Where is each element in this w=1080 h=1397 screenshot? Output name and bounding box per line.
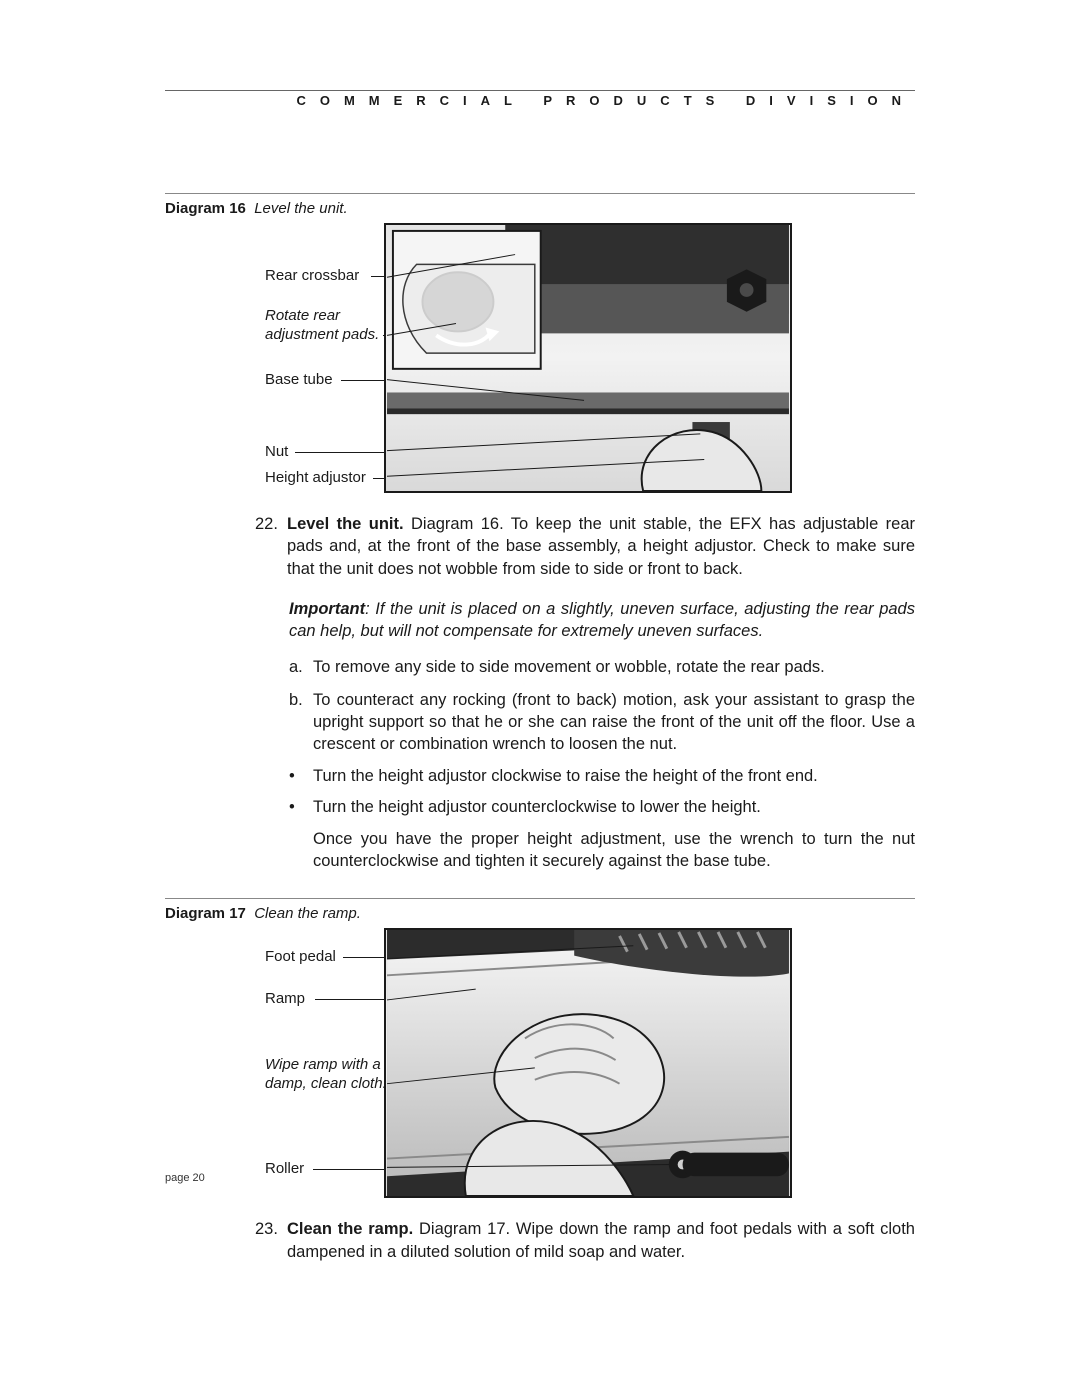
step22-sub-a-text: To remove any side to side movement or w… <box>313 656 825 678</box>
bullet-dot-1: • <box>289 765 313 787</box>
step23-para: 23. Clean the ramp. Diagram 17. Wipe dow… <box>255 1218 915 1263</box>
step22-sub-b: b. To counteract any rocking (front to b… <box>289 689 915 756</box>
diagram17-caption: Diagram 17 Clean the ramp. <box>165 905 915 922</box>
step22-text: Level the unit. Diagram 16. To keep the … <box>287 513 915 580</box>
d16-label-height-adjustor: Height adjustor <box>265 469 366 488</box>
bullet-dot-2: • <box>289 796 313 818</box>
diagram16-caption: Diagram 16 Level the unit. <box>165 200 915 217</box>
d16-label-rear-crossbar: Rear crossbar <box>265 267 359 286</box>
step22-bullet-2: • Turn the height adjustor counterclockw… <box>289 796 915 818</box>
step22-sub-a: a. To remove any side to side movement o… <box>289 656 915 678</box>
step23-text: Clean the ramp. Diagram 17. Wipe down th… <box>287 1218 915 1263</box>
diagram17-svg <box>386 930 790 1196</box>
diagram17-block: Foot pedal Ramp Wipe ramp with a damp, c… <box>165 928 915 1208</box>
diagram16-svg <box>386 225 790 491</box>
step22-bullet-1-text: Turn the height adjustor clockwise to ra… <box>313 765 818 787</box>
diagram17-number: Diagram 17 <box>165 905 246 922</box>
page-header: COMMERCIAL PRODUCTS DIVISION <box>165 93 915 108</box>
step22-important-label: Important <box>289 600 365 618</box>
diagram17-title: Clean the ramp. <box>254 905 361 922</box>
step23-number: 23. <box>255 1218 287 1263</box>
step22-bullets: • Turn the height adjustor clockwise to … <box>289 765 915 818</box>
step22-lead: Level the unit. <box>287 515 404 533</box>
header-rule <box>165 90 915 91</box>
d16-label-base-tube: Base tube <box>265 371 333 390</box>
step22-para: 22. Level the unit. Diagram 16. To keep … <box>255 513 915 580</box>
step22-important-text: : If the unit is placed on a slightly, u… <box>289 600 915 640</box>
step22-follow: Once you have the proper height adjustme… <box>313 828 915 873</box>
step22-sub-b-marker: b. <box>289 689 313 756</box>
step23-lead: Clean the ramp. <box>287 1220 413 1238</box>
step22-important: Important: If the unit is placed on a sl… <box>289 598 915 643</box>
d17-label-foot-pedal: Foot pedal <box>265 948 336 967</box>
step22-number: 22. <box>255 513 287 580</box>
d17-label-ramp: Ramp <box>265 990 305 1009</box>
step22-bullet-2-text: Turn the height adjustor counterclockwis… <box>313 796 761 818</box>
page-content: COMMERCIAL PRODUCTS DIVISION Diagram 16 … <box>165 90 915 1263</box>
step22-sub-b-text: To counteract any rocking (front to back… <box>313 689 915 756</box>
step22-sublist: a. To remove any side to side movement o… <box>289 656 915 755</box>
d16-label-nut: Nut <box>265 443 288 462</box>
section-rule-1 <box>165 193 915 194</box>
diagram16-block: Rear crossbar Rotate rear adjustment pad… <box>165 223 915 503</box>
diagram16-title: Level the unit. <box>254 200 347 217</box>
diagram16-figure <box>384 223 792 493</box>
diagram16-number: Diagram 16 <box>165 200 246 217</box>
page-number: page 20 <box>165 1172 205 1184</box>
d17-label-roller: Roller <box>265 1160 304 1179</box>
step22-bullet-1: • Turn the height adjustor clockwise to … <box>289 765 915 787</box>
step23-body: 23. Clean the ramp. Diagram 17. Wipe dow… <box>255 1218 915 1263</box>
diagram17-figure <box>384 928 792 1198</box>
section-rule-2 <box>165 898 915 899</box>
step22-sub-a-marker: a. <box>289 656 313 678</box>
step22-body: 22. Level the unit. Diagram 16. To keep … <box>255 513 915 872</box>
